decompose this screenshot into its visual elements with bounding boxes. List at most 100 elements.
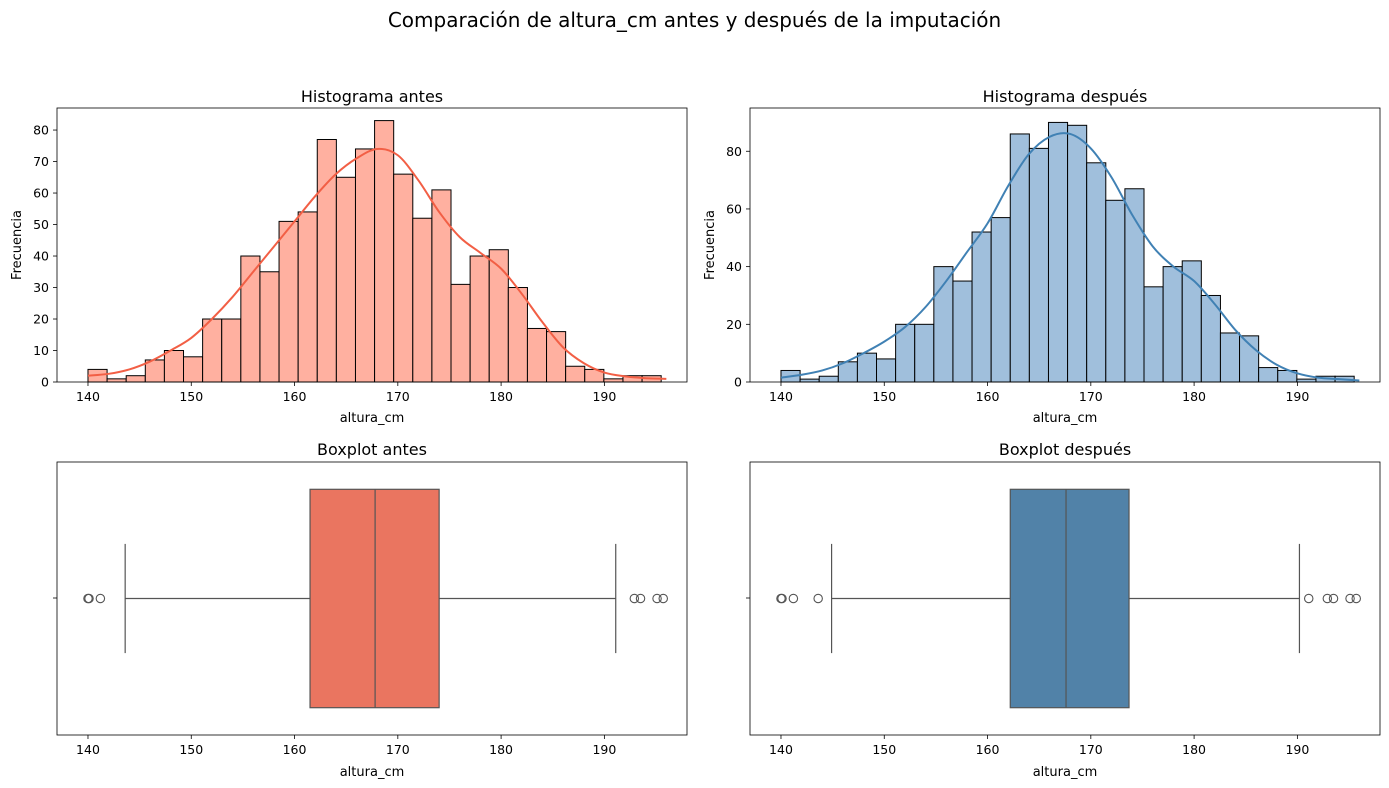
histogram-after-x-tick-label: 160 — [976, 389, 1000, 404]
histogram-after-x-tick-label: 140 — [769, 389, 793, 404]
histogram-after-xlabel: altura_cm — [1033, 411, 1098, 426]
boxplot-after-box-group — [776, 488, 1361, 709]
histogram-after-bar — [1258, 367, 1279, 383]
histogram-after-y-tick-label: 40 — [726, 259, 742, 274]
boxplot-before-x-tick-label: 170 — [386, 742, 410, 757]
histogram-after-y-tick-label: 60 — [726, 201, 742, 216]
boxplot-after-x-ticks: 140 150 160 170 180 190 — [769, 735, 1309, 757]
histogram-before-ylabel: Frecuencia — [10, 210, 25, 280]
histogram-before-y-tick-label: 80 — [33, 123, 49, 138]
histogram-after-bar — [1219, 332, 1241, 383]
histogram-before-bar — [297, 211, 318, 383]
histogram-before-bar — [431, 189, 452, 383]
boxplot-after-outlier — [777, 593, 787, 604]
boxplot-before-outlier — [658, 593, 668, 604]
histogram-after-bar — [1105, 199, 1126, 383]
histogram-before-x-tick-label: 140 — [76, 389, 100, 404]
histogram-before-bar — [354, 148, 376, 383]
histogram-before-bar — [335, 176, 356, 383]
histogram-before-bar — [374, 120, 395, 383]
histogram-after-x-tick-label: 190 — [1285, 389, 1309, 404]
boxplot-after-outlier — [1303, 593, 1314, 604]
histogram-after-bar — [1047, 121, 1069, 383]
histogram-after-ylabel: Frecuencia — [703, 210, 718, 280]
histogram-before-bar — [106, 378, 127, 383]
boxplot-after-outlier — [1322, 593, 1333, 604]
histogram-before-y-tick-label: 50 — [33, 217, 49, 232]
boxplot-after-frame — [749, 461, 1381, 736]
boxplot-after-outlier — [1345, 593, 1355, 604]
histogram-before-y-tick-label: 10 — [33, 343, 49, 358]
boxplot-before-outlier — [95, 593, 106, 604]
boxplot-after-x-tick-label: 140 — [769, 742, 793, 757]
histogram-after-bar — [914, 323, 935, 383]
histogram-before-x-tick-label: 160 — [283, 389, 307, 404]
histogram-before-bar — [412, 217, 433, 383]
histogram-before-frame — [56, 107, 688, 383]
boxplot-before-xlabel: altura_cm — [340, 765, 405, 780]
histogram-before-bar — [450, 283, 471, 383]
histogram-before-bar — [526, 327, 548, 383]
histogram-after-bar — [971, 231, 992, 383]
histogram-before-y-tick-label: 40 — [33, 249, 49, 264]
histogram-after-y-tick-label: 80 — [726, 144, 742, 159]
boxplot-after-xlabel: altura_cm — [1033, 765, 1098, 780]
histogram-before-y-tick-label: 60 — [33, 186, 49, 201]
histogram-before-xlabel: altura_cm — [340, 411, 405, 426]
boxplot-after-outlier — [813, 593, 823, 604]
boxplot-before-x-tick-label: 180 — [489, 742, 513, 757]
histogram-before-bar — [163, 350, 185, 383]
boxplot-before-panel: Boxplot antes 140 150 160 170 180 190 altura_… — [53, 440, 688, 780]
boxplot-before-outlier — [84, 593, 94, 604]
histogram-before-x-tick-label: 180 — [489, 389, 513, 404]
histogram-before-panel: Histograma antes 140 150 160 170 180 190 0 10 2… — [10, 87, 688, 426]
histogram-before-y-tick-label: 0 — [41, 375, 49, 390]
histogram-after-bar — [1086, 162, 1107, 383]
histogram-before-bar — [393, 173, 414, 383]
histogram-before-y-tick-label: 30 — [33, 280, 49, 295]
histogram-before-bar — [565, 365, 586, 383]
histogram-before-x-tick-label: 150 — [179, 389, 203, 404]
boxplot-before-outlier — [652, 593, 662, 604]
histogram-before-y-ticks: 0 10 20 30 40 50 60 70 80 — [33, 123, 57, 390]
histogram-before-bars — [87, 120, 662, 383]
histogram-after-bar — [876, 358, 897, 383]
histogram-after-bars — [780, 121, 1355, 383]
boxplot-after-panel: Boxplot después 140 150 160 170 180 190 altur… — [746, 440, 1381, 780]
boxplot-after-title: Boxplot después — [999, 440, 1131, 459]
histogram-before-x-tick-label: 170 — [386, 389, 410, 404]
histogram-before-title: Histograma antes — [301, 87, 443, 106]
boxplot-before-title: Boxplot antes — [317, 440, 427, 459]
histogram-after-title: Histograma después — [983, 87, 1148, 106]
histogram-before-bar — [469, 255, 490, 383]
histogram-after-y-tick-label: 20 — [726, 317, 742, 332]
histogram-before-bar — [202, 318, 223, 383]
histogram-after-y-tick-label: 0 — [734, 375, 742, 390]
histogram-after-panel: Histograma después 140 150 160 170 180 190 0 2… — [703, 87, 1381, 426]
histogram-before-bar — [488, 249, 509, 383]
boxplot-after-x-tick-label: 150 — [872, 742, 896, 757]
histogram-before-y-tick-label: 20 — [33, 312, 49, 327]
boxplot-before-outlier — [635, 593, 646, 604]
boxplot-before-x-tick-label: 160 — [283, 742, 307, 757]
boxplot-before-x-ticks: 140 150 160 170 180 190 — [76, 735, 616, 757]
histogram-before-bar — [603, 378, 624, 383]
histogram-before-kde-line — [87, 147, 667, 380]
boxplot-after-x-tick-label: 190 — [1285, 742, 1309, 757]
boxplot-before-frame — [56, 461, 688, 736]
histogram-after-bar — [1162, 266, 1183, 383]
histogram-before-bar — [278, 220, 299, 383]
boxplot-before-x-tick-label: 140 — [76, 742, 100, 757]
histogram-before-bar — [221, 318, 242, 383]
histogram-after-bar — [952, 280, 973, 383]
boxplot-after-outlier — [788, 593, 799, 604]
boxplot-after-x-tick-label: 170 — [1079, 742, 1103, 757]
boxplot-before-box-group — [83, 488, 668, 709]
histogram-after-bar — [818, 375, 839, 383]
histogram-after-y-ticks: 0 20 40 60 80 — [726, 144, 750, 390]
histogram-after-bar — [856, 352, 878, 383]
histogram-after-bar — [1028, 147, 1049, 383]
histogram-before-bar — [183, 356, 204, 383]
histogram-after-x-tick-label: 180 — [1182, 389, 1206, 404]
